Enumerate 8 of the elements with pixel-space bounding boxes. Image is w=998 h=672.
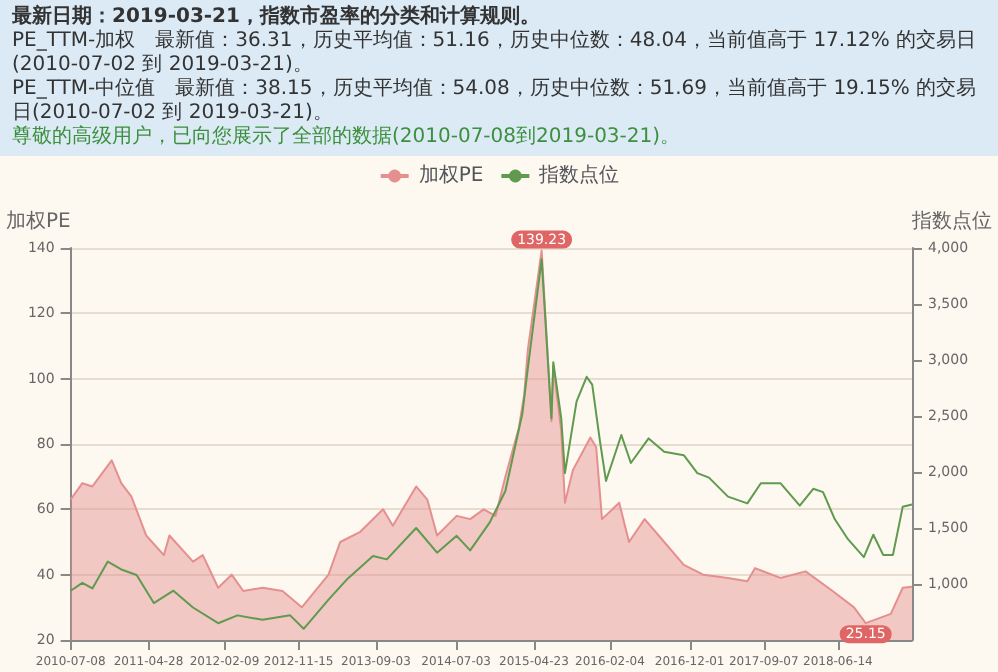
legend-label: 加权PE xyxy=(418,163,484,187)
y2-axis-title: 指数点位 xyxy=(910,209,992,233)
y-axis-title: 加权PE xyxy=(5,209,71,233)
text: PE_TTM-加权 最新值：36.31，历史平均值：51.16，历史中位数：48.04，当前值高于 17.12% 的交易日(2010-07-02 到 2019-03-21)。 xyxy=(12,30,978,77)
text: 尊敬的高级用户，已向您展示了全部的数据(2010-07-08到2019-03-21)。 xyxy=(12,126,683,150)
legend-label: 指数点位 xyxy=(537,163,620,187)
chart-title: 最新日期：2019-03-21，指数市盈率的分类和计算规则。 xyxy=(12,6,542,29)
text: PE_TTM-中位值 最新值：38.15，历史平均值：54.08，历史中位数：51.69，当前值高于 19.15% 的交易日(2010-07-02 到 2019-03-21)。 xyxy=(12,78,978,125)
